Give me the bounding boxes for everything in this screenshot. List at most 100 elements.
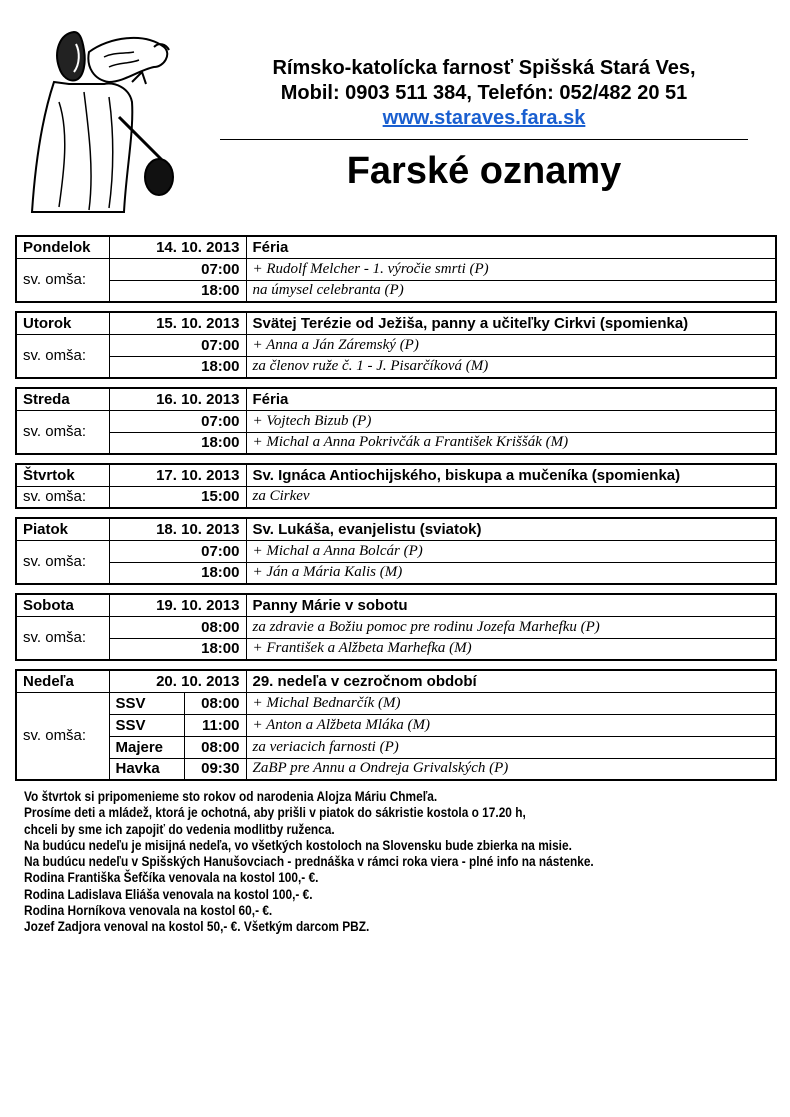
announcement-line: Na budúcu nedeľu v Spišských Hanušovciac…	[24, 854, 594, 870]
mass-time: 07:00	[108, 257, 247, 281]
mass-label: sv. omša:	[15, 333, 110, 379]
mass-row: 18:00 + František a Alžbeta Marhefka (M)	[16, 637, 777, 661]
day-date: 16. 10. 2013	[108, 387, 247, 411]
day-name: Utorok	[15, 311, 110, 335]
day-name: Pondelok	[15, 235, 110, 259]
mass-label: sv. omša:	[15, 691, 110, 781]
mass-intention: + Michal a Anna Bolcár (P)	[245, 539, 777, 563]
day-table-0: Pondelok 14. 10. 2013 Féria sv. omša: 07:00 +…	[15, 235, 777, 303]
header-divider	[220, 139, 748, 140]
mass-row: SSV 11:00 + Anton a Alžbeta Mláka (M)	[16, 713, 777, 737]
mass-place: Majere	[108, 735, 185, 759]
liturgical-name: Féria	[245, 235, 777, 259]
liturgical-name: Sv. Lukáša, evanjelistu (sviatok)	[245, 517, 777, 541]
announcement-line: Rodina Františka Šefčíka venovala na kos…	[24, 870, 319, 886]
mass-time: 18:00	[108, 561, 247, 585]
day-header-row: Utorok 15. 10. 2013 Svätej Terézie od Ježi…	[15, 311, 777, 335]
mass-label: sv. omša:	[15, 615, 110, 661]
mass-intention: na úmysel celebranta (P)	[245, 279, 777, 303]
liturgical-name: Svätej Terézie od Ježiša, panny a učiteľ…	[245, 311, 777, 335]
mass-time: 18:00	[108, 637, 247, 661]
announcement-line: Vo štvrtok si pripomenieme sto rokov od …	[24, 789, 438, 804]
day-table-5: Sobota 19. 10. 2013 Panny Márie v sobotu sv…	[15, 593, 777, 661]
mass-time: 18:00	[108, 431, 247, 455]
liturgical-name: Féria	[245, 387, 777, 411]
contact-phones: Mobil: 0903 511 384, Telefón: 052/482 20…	[280, 82, 688, 104]
mass-row: sv. omša: 07:00 + Michal a Anna Bolcár (P)	[15, 539, 777, 585]
mass-row: 18:00 + Michal a Anna Pokrivčák a Františ…	[16, 431, 777, 455]
day-table-2: Streda 16. 10. 2013 Féria sv. omša: 07:00 + V…	[15, 387, 777, 455]
mass-time: 11:00	[183, 713, 247, 737]
day-name: Štvrtok	[15, 463, 110, 487]
liturgical-name: Sv. Ignáca Antiochijského, biskupa a muč…	[245, 463, 777, 487]
announcement-line: chceli by sme ich zapojiť do vedenia mod…	[24, 821, 335, 837]
liturgical-name: 29. nedeľa v cezročnom období	[245, 669, 777, 693]
mass-label: sv. omša:	[15, 257, 110, 303]
announcement-line: Jozef Zadjora venoval na kostol 50,- €. …	[24, 919, 370, 935]
mass-row: sv. omša: 15:00 za Cirkev	[15, 485, 777, 509]
day-name: Piatok	[15, 517, 110, 541]
day-date: 18. 10. 2013	[108, 517, 247, 541]
mass-row: sv. omša: 07:00 + Vojtech Bizub (P)	[15, 409, 777, 455]
announcement-line: Rodina Ladislava Eliáša venovala na kost…	[24, 886, 313, 902]
mass-intention: + Anton a Alžbeta Mláka (M)	[245, 713, 777, 737]
mass-time: 08:00	[183, 735, 247, 759]
day-date: 17. 10. 2013	[108, 463, 247, 487]
day-table-4: Piatok 18. 10. 2013 Sv. Lukáša, evanjelist…	[15, 517, 777, 585]
day-table-3: Štvrtok 17. 10. 2013 Sv. Ignáca Antiochijs…	[15, 463, 777, 509]
mass-row: sv. omša: SSV 08:00 + Michal Bednarčík (M)	[15, 691, 777, 781]
day-header-row: Sobota 19. 10. 2013 Panny Márie v sobotu	[15, 593, 777, 617]
day-table-1: Utorok 15. 10. 2013 Svätej Terézie od Ježi…	[15, 311, 777, 379]
mass-intention: ZaBP pre Annu a Ondreja Grivalských (P)	[245, 757, 777, 781]
mass-time: 18:00	[108, 279, 247, 303]
mass-time: 15:00	[108, 485, 247, 509]
day-header-row: Pondelok 14. 10. 2013 Féria	[15, 235, 777, 259]
mass-row: sv. omša: 08:00 za zdravie a Božiu pomoc p…	[15, 615, 777, 661]
day-date: 15. 10. 2013	[108, 311, 247, 335]
mass-time: 07:00	[108, 409, 247, 433]
announcements: Vo štvrtok si pripomenieme sto rokov od …	[24, 789, 594, 936]
mass-time: 07:00	[108, 539, 247, 563]
mass-row: 18:00 + Ján a Mária Kalis (M)	[16, 561, 777, 585]
mass-label: sv. omša:	[15, 485, 110, 509]
mass-intention: za Cirkev	[245, 485, 777, 509]
mass-row: Havka 09:30 ZaBP pre Annu a Ondreja Grival…	[16, 757, 777, 781]
announcement-line: Prosíme deti a mládež, ktorá je ochotná,…	[24, 805, 526, 821]
mass-row: sv. omša: 07:00 + Anna a Ján Záremský (P)	[15, 333, 777, 379]
announcement-line: Rodina Horníkova venovala na kostol 60,-…	[24, 903, 273, 919]
mass-intention: za členov ruže č. 1 - J. Pisarčíková (M)	[245, 355, 777, 379]
day-date: 19. 10. 2013	[108, 593, 247, 617]
day-date: 20. 10. 2013	[108, 669, 247, 693]
mass-intention: + Vojtech Bizub (P)	[245, 409, 777, 433]
page-title: Farské oznamy	[346, 150, 622, 192]
day-table-6: Nedeľa 20. 10. 2013 29. nedeľa v cezročnom…	[15, 669, 777, 781]
liturgical-name: Panny Márie v sobotu	[245, 593, 777, 617]
mass-place: SSV	[108, 691, 185, 715]
mass-intention: + Michal a Anna Pokrivčák a František Kr…	[245, 431, 777, 455]
mass-intention: + Michal Bednarčík (M)	[245, 691, 777, 715]
mass-row: sv. omša: 07:00 + Rudolf Melcher - 1. výro…	[15, 257, 777, 303]
mass-time: 08:00	[183, 691, 247, 715]
mass-intention: + Anna a Ján Záremský (P)	[245, 333, 777, 357]
mass-row: Majere 08:00 za veriacich farnosti (P)	[16, 735, 777, 759]
mass-label: sv. omša:	[15, 539, 110, 585]
day-header-row: Piatok 18. 10. 2013 Sv. Lukáša, evanjelist…	[15, 517, 777, 541]
day-name: Sobota	[15, 593, 110, 617]
mass-time: 08:00	[108, 615, 247, 639]
mass-intention: + František a Alžbeta Marhefka (M)	[245, 637, 777, 661]
announcement-line: Na budúcu nedeľu je misijná nedeľa, vo v…	[24, 837, 572, 853]
day-header-row: Štvrtok 17. 10. 2013 Sv. Ignáca Antiochijs…	[15, 463, 777, 487]
day-header-row: Streda 16. 10. 2013 Féria	[15, 387, 777, 411]
day-date: 14. 10. 2013	[108, 235, 247, 259]
day-header-row: Nedeľa 20. 10. 2013 29. nedeľa v cezročnom…	[15, 669, 777, 693]
mass-intention: za veriacich farnosti (P)	[245, 735, 777, 759]
good-shepherd-logo	[30, 30, 174, 213]
mass-row: 18:00 za členov ruže č. 1 - J. Pisarčíkov…	[16, 355, 777, 379]
website-link[interactable]: www.staraves.fara.sk	[382, 107, 586, 129]
mass-label: sv. omša:	[15, 409, 110, 455]
mass-place: SSV	[108, 713, 185, 737]
day-name: Nedeľa	[15, 669, 110, 693]
mass-time: 18:00	[108, 355, 247, 379]
mass-intention: + Rudolf Melcher - 1. výročie smrti (P)	[245, 257, 777, 281]
mass-time: 09:30	[183, 757, 247, 781]
